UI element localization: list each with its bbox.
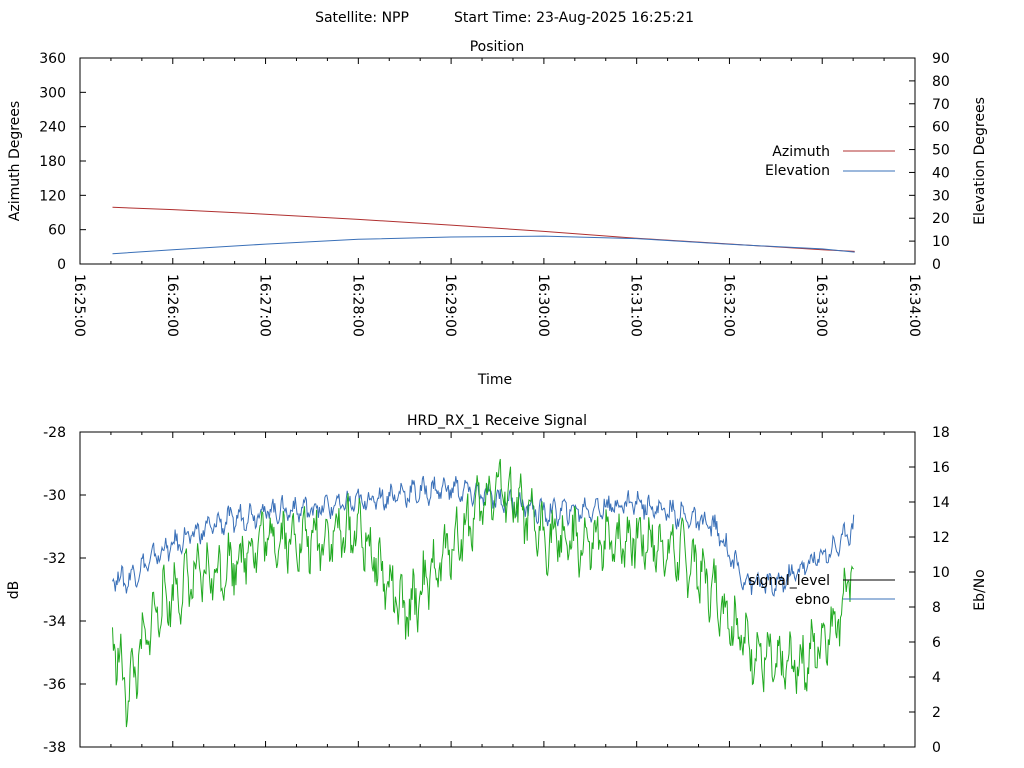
signal-y-tick-label: -32 bbox=[43, 551, 66, 567]
position-x-tick-label: 16:30:00 bbox=[535, 274, 551, 337]
signal-series-lines bbox=[112, 458, 855, 728]
position-y2label: Elevation Degrees bbox=[972, 97, 988, 225]
signal-y2-tick-labels: 0 2 4 6 8 10 12 14 16 18 bbox=[932, 425, 950, 756]
signal-legend: signal_level ebno bbox=[748, 573, 895, 608]
position-y-tick-labels: 0 60 120 180 240 300 360 bbox=[39, 51, 66, 273]
header-satellite: Satellite: NPP bbox=[315, 10, 409, 26]
position-x-tick-labels: 16:25:00 16:26:00 16:27:00 16:28:00 16:29:00… bbox=[71, 274, 922, 337]
position-y2-tick-label: 10 bbox=[932, 234, 950, 250]
position-y2-tick-label: 20 bbox=[932, 211, 950, 227]
signal-y-tick-label: -38 bbox=[43, 740, 66, 756]
position-y2-tick-label: 30 bbox=[932, 188, 950, 204]
signal-y2-tick-label: 6 bbox=[932, 635, 941, 651]
position-x-tick-label: 16:34:00 bbox=[906, 274, 922, 337]
signal-y2label: Eb/No bbox=[972, 569, 988, 611]
position-y2-tick-label: 80 bbox=[932, 74, 950, 90]
position-x-tick-label: 16:28:00 bbox=[349, 274, 365, 337]
signal-y2-tick-label: 10 bbox=[932, 565, 950, 581]
legend-signal-level-label: signal_level bbox=[748, 573, 830, 589]
signal-y-tick-labels: -38 -36 -34 -32 -30 -28 bbox=[43, 425, 66, 756]
position-plot-frame bbox=[79, 57, 916, 265]
position-x-tick-label: 16:32:00 bbox=[720, 274, 736, 337]
position-y-tick-label: 300 bbox=[39, 85, 66, 101]
position-y-tick-label: 120 bbox=[39, 188, 66, 204]
signal-y2-tick-label: 12 bbox=[932, 530, 950, 546]
signal-y2-tick-label: 4 bbox=[932, 670, 941, 686]
legend-azimuth-label: Azimuth bbox=[772, 144, 830, 160]
signal-ticks bbox=[79, 431, 916, 748]
signal-chart: HRD_RX_1 Receive Signal -38-36-34-32-30-… bbox=[6, 413, 988, 756]
position-xlabel: Time bbox=[477, 372, 512, 388]
signal-plot-frame bbox=[79, 431, 916, 748]
signal-series-series-2 bbox=[112, 458, 854, 728]
position-x-tick-label: 16:25:00 bbox=[71, 274, 87, 337]
position-y2-tick-label: 40 bbox=[932, 165, 950, 181]
legend-ebno-label: ebno bbox=[795, 592, 830, 608]
position-ticks bbox=[79, 57, 916, 265]
position-y2-tick-label: 70 bbox=[932, 97, 950, 113]
position-y2-tick-label: 60 bbox=[932, 120, 950, 136]
position-chart-title: Position bbox=[470, 39, 525, 55]
signal-y2-tick-label: 2 bbox=[932, 705, 941, 721]
signal-series-ebno bbox=[112, 475, 855, 597]
signal-y-tick-label: -28 bbox=[43, 425, 66, 441]
position-y2-tick-labels: 0 10 20 30 40 50 60 70 80 90 bbox=[932, 51, 950, 273]
signal-y-tick-label: -34 bbox=[43, 614, 66, 630]
position-y-tick-label: 0 bbox=[57, 257, 66, 273]
position-x-tick-label: 16:33:00 bbox=[813, 274, 829, 337]
position-y-tick-label: 180 bbox=[39, 154, 66, 170]
signal-y2-tick-label: 18 bbox=[932, 425, 950, 441]
signal-y2-tick-label: 16 bbox=[932, 460, 950, 476]
position-x-tick-label: 16:29:00 bbox=[442, 274, 458, 337]
position-x-tick-label: 16:27:00 bbox=[257, 274, 273, 337]
position-y2-tick-label: 0 bbox=[932, 257, 941, 273]
position-legend: Azimuth Elevation bbox=[765, 144, 895, 179]
position-y-tick-label: 60 bbox=[48, 223, 66, 239]
signal-y2-tick-label: 0 bbox=[932, 740, 941, 756]
signal-y2-tick-label: 14 bbox=[932, 495, 950, 511]
header-start-time: Start Time: 23-Aug-2025 16:25:21 bbox=[454, 10, 694, 26]
position-series-lines bbox=[112, 206, 855, 255]
position-y2-tick-label: 50 bbox=[932, 143, 950, 159]
position-y-tick-label: 240 bbox=[39, 120, 66, 136]
position-series-elevation bbox=[112, 235, 855, 255]
position-y2-tick-label: 90 bbox=[932, 51, 950, 67]
position-chart: Position 0 60 120 180 240 300 360 0 10 20 30 40 50 6… bbox=[7, 39, 988, 388]
signal-chart-title: HRD_RX_1 Receive Signal bbox=[407, 413, 587, 429]
signal-y-tick-label: -36 bbox=[43, 677, 66, 693]
position-y-tick-label: 360 bbox=[39, 51, 66, 67]
legend-elevation-label: Elevation bbox=[765, 163, 830, 179]
signal-y2-tick-label: 8 bbox=[932, 600, 941, 616]
signal-y-tick-label: -30 bbox=[43, 488, 66, 504]
signal-ylabel: dB bbox=[6, 581, 22, 600]
position-x-tick-label: 16:26:00 bbox=[164, 274, 180, 337]
position-x-tick-label: 16:31:00 bbox=[628, 274, 644, 337]
position-ylabel: Azimuth Degrees bbox=[7, 101, 23, 221]
